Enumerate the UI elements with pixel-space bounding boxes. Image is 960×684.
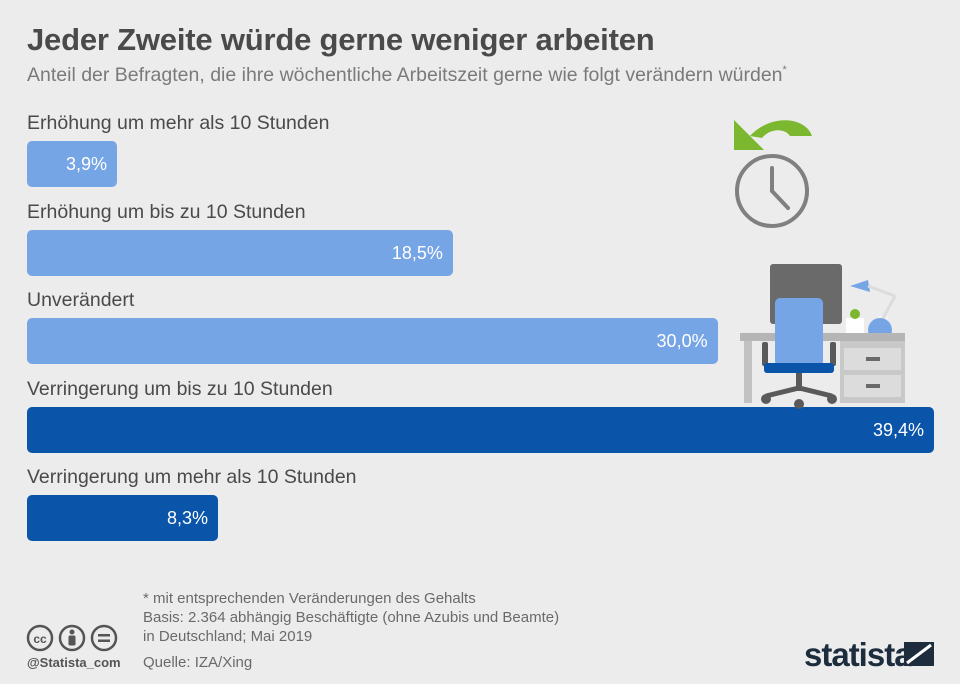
subtitle-footnote-marker: *: [782, 64, 787, 76]
clock-icon: [735, 154, 809, 228]
cc-icon: cc: [26, 624, 54, 652]
category-label: Verringerung um mehr als 10 Stunden: [27, 466, 357, 488]
bar: [27, 229, 453, 276]
bar: [27, 318, 718, 364]
chart-title: Jeder Zweite würde gerne weniger arbeite…: [27, 22, 655, 57]
category-label: Verringerung um bis zu 10 Stunden: [27, 377, 333, 400]
clock-desk-illustration: [734, 120, 905, 409]
bar-value-label: 3,9%: [65, 154, 107, 174]
license-icons: cc: [26, 624, 118, 657]
svg-text:cc: cc: [33, 632, 47, 646]
category-label: Unverändert: [27, 289, 135, 311]
bar: [27, 141, 117, 187]
bar: [27, 495, 219, 541]
bar-value-label: 39,4%: [872, 419, 924, 440]
office-chair-icon: [761, 298, 837, 409]
footnote: * mit entsprechenden Veränderungen des G…: [143, 590, 476, 607]
statista-logo[interactable]: statista: [804, 636, 913, 673]
statista-logo-mark: [904, 642, 934, 666]
chart-subtitle: Anteil der Befragten, die ihre wöchentli…: [27, 64, 787, 87]
category-label: Erhöhung um bis zu 10 Stunden: [27, 200, 306, 223]
category-label: Erhöhung um mehr als 10 Stunden: [27, 112, 330, 134]
bar-value-label: 8,3%: [167, 508, 209, 528]
basis-line-1: Basis: 2.364 abhängig Beschäftigte (ohne…: [143, 609, 560, 626]
bar: [27, 406, 934, 453]
bar-value-label: 30,0%: [656, 331, 708, 351]
statista-handle[interactable]: @Statista_com: [27, 655, 121, 670]
source: Quelle: IZA/Xing: [143, 654, 253, 671]
no-derivatives-icon: [90, 624, 118, 652]
basis-line-2: in Deutschland; Mai 2019: [143, 628, 313, 645]
subtitle-text: Anteil der Befragten, die ihre wöchentli…: [27, 64, 783, 86]
bar-value-label: 18,5%: [391, 242, 443, 263]
undo-arrow-icon: [734, 120, 812, 150]
attribution-icon: [58, 624, 86, 652]
